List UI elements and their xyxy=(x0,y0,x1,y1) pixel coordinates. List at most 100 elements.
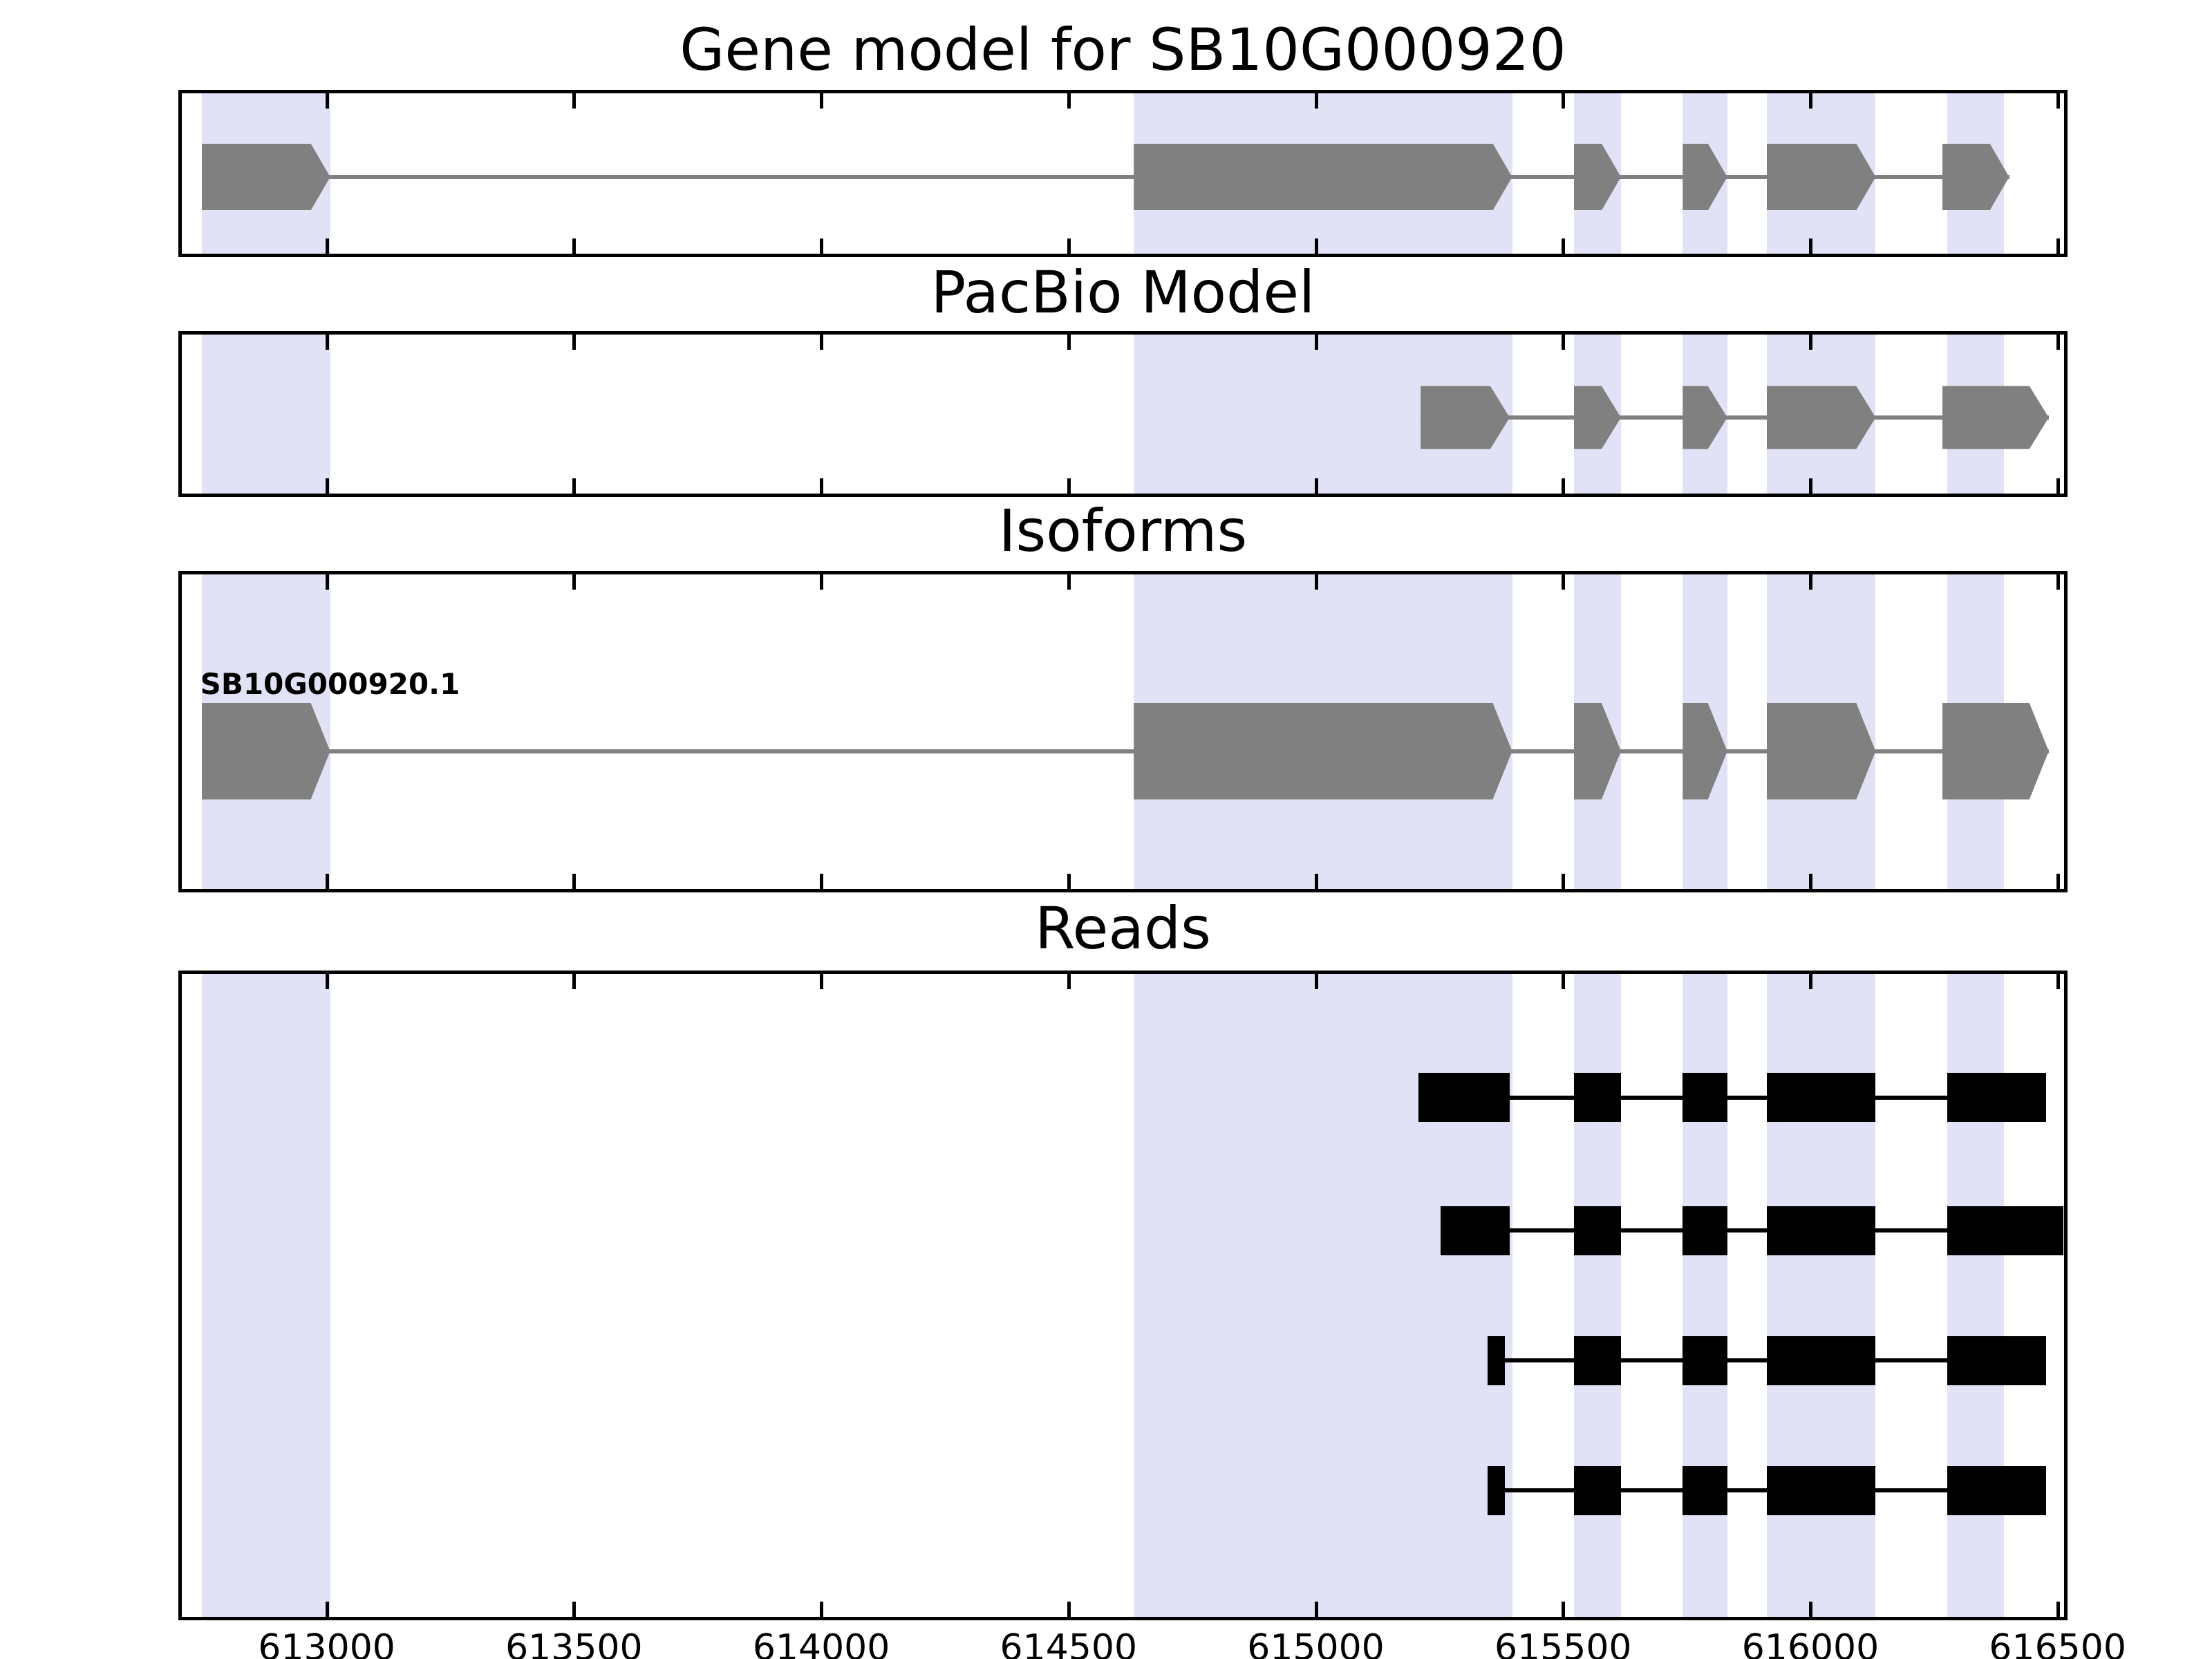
axis-tick-mark xyxy=(1314,238,1318,254)
read-exon-block xyxy=(1418,1073,1510,1122)
axis-tick-mark xyxy=(1067,874,1071,889)
axis-tick-mark xyxy=(325,93,329,109)
axis-tick-mark xyxy=(1314,335,1318,350)
axis-tick-mark xyxy=(1067,93,1071,109)
axis-tick-mark xyxy=(325,974,329,989)
axis-tick-mark xyxy=(325,238,329,254)
panel-title-reads: Reads xyxy=(1035,894,1211,962)
intron-line xyxy=(1487,1488,2047,1493)
axis-tick-mark xyxy=(572,874,577,889)
exon-block xyxy=(1942,703,2049,800)
axis-tick-mark xyxy=(1808,93,1812,109)
axis-tick-mark xyxy=(1314,478,1318,494)
axis-tick-mark xyxy=(2056,874,2060,889)
exon-highlight-region xyxy=(1134,974,1512,1617)
intron-line xyxy=(201,175,2009,179)
axis-tick-mark xyxy=(820,874,824,889)
read-exon-block xyxy=(1487,1466,1505,1515)
axis-tick-mark xyxy=(1562,238,1566,254)
axis-tick-mark xyxy=(820,478,824,494)
axis-tick-mark xyxy=(2056,93,2060,109)
axis-tick-mark xyxy=(1808,238,1812,254)
axis-tick-mark xyxy=(820,335,824,350)
axis-tick-mark xyxy=(2056,1602,2060,1617)
axis-tick-mark xyxy=(1562,478,1566,494)
axis-tick-mark xyxy=(572,238,577,254)
x-tick-label: 613500 xyxy=(505,1627,643,1659)
axis-tick-mark xyxy=(572,1602,577,1617)
axis-tick-mark xyxy=(572,335,577,350)
axis-tick-mark xyxy=(1314,974,1318,989)
read-exon-block xyxy=(1683,1466,1727,1515)
axis-tick-mark xyxy=(572,478,577,494)
exon-block xyxy=(1767,144,1875,211)
read-exon-block xyxy=(1767,1073,1876,1122)
exon-block xyxy=(1134,703,1512,800)
panel-title-isoforms: Isoforms xyxy=(998,497,1248,565)
read-exon-block xyxy=(1947,1336,2047,1385)
axis-tick-mark xyxy=(1808,874,1812,889)
axis-tick-mark xyxy=(1314,1602,1318,1617)
axis-tick-mark xyxy=(1808,574,1812,590)
axis-tick-mark xyxy=(820,574,824,590)
axis-tick-mark xyxy=(1808,1602,1812,1617)
exon-block xyxy=(1421,386,1510,449)
x-tick-label: 615000 xyxy=(1247,1627,1385,1659)
intron-line xyxy=(1418,1095,2047,1100)
exon-block xyxy=(202,703,330,800)
exon-block xyxy=(1942,386,2049,449)
axis-tick-mark xyxy=(1067,1602,1071,1617)
axis-tick-mark xyxy=(1067,335,1071,350)
x-tick-label: 616500 xyxy=(1989,1627,2126,1659)
axis-tick-mark xyxy=(820,238,824,254)
exon-highlight-region xyxy=(201,335,330,494)
read-exon-block xyxy=(1947,1073,2047,1122)
axis-tick-mark xyxy=(325,574,329,590)
axis-tick-mark xyxy=(572,93,577,109)
axis-tick-mark xyxy=(1808,974,1812,989)
exon-block xyxy=(1767,703,1875,800)
axis-tick-mark xyxy=(2056,335,2060,350)
panel-reads xyxy=(178,971,2068,1620)
axis-tick-mark xyxy=(2056,238,2060,254)
axis-tick-mark xyxy=(1808,335,1812,350)
x-tick-label: 614000 xyxy=(752,1627,890,1659)
intron-line xyxy=(1421,415,2049,420)
axis-tick-mark xyxy=(1067,478,1071,494)
x-tick-label: 613000 xyxy=(258,1627,395,1659)
panel-title-gene-model: Gene model for SB10G000920 xyxy=(679,16,1566,84)
panel-gene-model xyxy=(178,90,2068,257)
exon-highlight-region xyxy=(1947,974,2005,1617)
read-exon-block xyxy=(1573,1073,1621,1122)
axis-tick-mark xyxy=(325,335,329,350)
axis-tick-mark xyxy=(1562,974,1566,989)
read-exon-block xyxy=(1573,1336,1621,1385)
read-exon-block xyxy=(1767,1206,1876,1255)
axis-tick-mark xyxy=(1562,574,1566,590)
panel-title-pacbio-model: PacBio Model xyxy=(930,259,1315,326)
read-exon-block xyxy=(1573,1466,1621,1515)
exon-block xyxy=(202,144,330,211)
axis-tick-mark xyxy=(1067,238,1071,254)
read-exon-block xyxy=(1683,1206,1727,1255)
read-exon-block xyxy=(1683,1336,1727,1385)
axis-tick-mark xyxy=(572,574,577,590)
exon-block xyxy=(1134,144,1512,211)
read-exon-block xyxy=(1767,1466,1876,1515)
exon-highlight-region xyxy=(1767,974,1876,1617)
axis-tick-mark xyxy=(325,478,329,494)
axis-tick-mark xyxy=(820,93,824,109)
read-exon-block xyxy=(1440,1206,1510,1255)
axis-tick-mark xyxy=(1067,574,1071,590)
axis-tick-mark xyxy=(1562,1602,1566,1617)
axis-tick-mark xyxy=(1808,478,1812,494)
panel-pacbio-model xyxy=(178,331,2068,497)
intron-line xyxy=(201,749,2049,753)
axis-tick-mark xyxy=(1562,335,1566,350)
exon-block xyxy=(1767,386,1875,449)
axis-tick-mark xyxy=(2056,574,2060,590)
axis-tick-mark xyxy=(820,974,824,989)
axis-tick-mark xyxy=(325,1602,329,1617)
intron-line xyxy=(1440,1228,2064,1233)
